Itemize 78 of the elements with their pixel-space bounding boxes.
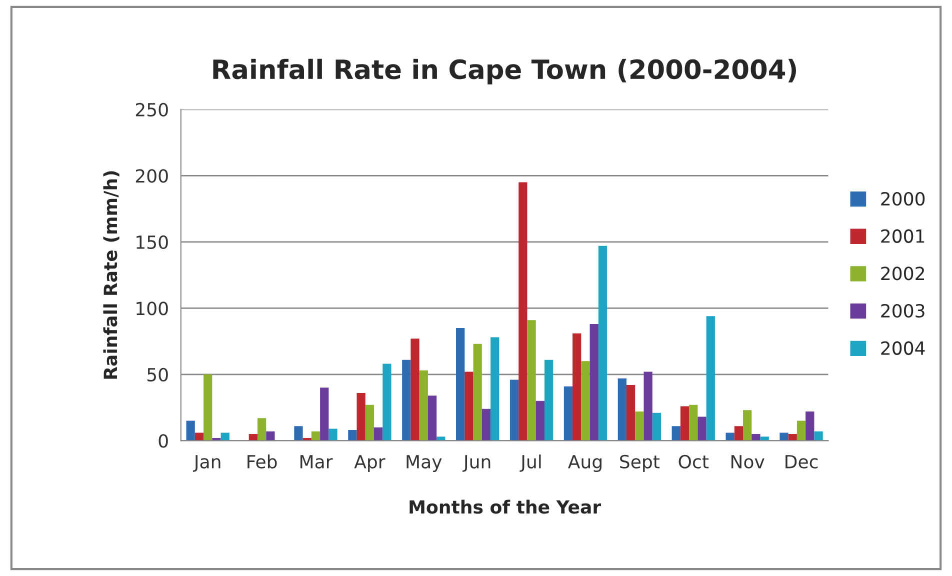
- x-tick-label: Feb: [248, 454, 277, 469]
- bar: [698, 416, 706, 441]
- bar: [536, 400, 544, 441]
- y-tick-label: 150: [136, 235, 168, 250]
- y-tick-label: 100: [136, 302, 168, 316]
- y-tick-label: 250: [136, 102, 168, 117]
- bar: [734, 426, 744, 441]
- bar: [796, 420, 806, 441]
- bar: [204, 374, 212, 441]
- x-tick-label: May: [406, 455, 442, 472]
- bar: [490, 337, 500, 441]
- bar: [473, 344, 482, 441]
- bar: [527, 320, 536, 441]
- y-tick-label: 200: [136, 169, 168, 183]
- x-tick-label: Aug: [568, 455, 602, 472]
- bar: [482, 408, 491, 441]
- x-tick-label: Apr: [354, 455, 386, 472]
- bar: [464, 372, 474, 441]
- bar: [402, 360, 411, 441]
- x-tick-label: Dec: [786, 455, 818, 469]
- bar: [780, 432, 788, 441]
- bar: [806, 411, 814, 441]
- bar: [356, 392, 366, 441]
- legend-label: 2003: [881, 304, 924, 318]
- x-tick-label: Nov: [731, 455, 764, 469]
- y-axis-title: Rainfall Rate (mm/h): [103, 171, 120, 379]
- bar: [194, 432, 204, 441]
- chart-title: Rainfall Rate in Cape Town (2000-2004): [213, 58, 796, 84]
- bar: [644, 372, 652, 441]
- bar: [348, 430, 357, 441]
- x-tick-label: Oct: [678, 454, 709, 469]
- x-tick-label: Sept: [620, 454, 660, 472]
- bar: [410, 338, 420, 441]
- bar: [581, 361, 590, 441]
- x-tick-label: Jan: [193, 455, 220, 472]
- bar: [652, 412, 662, 441]
- bar: [814, 431, 823, 441]
- bar: [689, 404, 698, 441]
- bar: [672, 426, 680, 441]
- bar: [456, 328, 465, 441]
- bar: [328, 428, 338, 441]
- bar: [186, 420, 195, 441]
- bar: [726, 432, 734, 441]
- bar: [572, 333, 582, 441]
- bar: [365, 404, 374, 441]
- bar: [564, 386, 573, 441]
- bar: [428, 396, 437, 441]
- bar: [743, 410, 752, 441]
- bar: [257, 418, 266, 441]
- x-tick-label: Jun: [462, 455, 490, 472]
- bar: [510, 380, 519, 441]
- y-tick-label: 50: [147, 368, 168, 382]
- bar: [374, 427, 383, 441]
- bar: [706, 316, 715, 441]
- legend-label: 2000: [881, 192, 925, 206]
- bar: [544, 360, 554, 441]
- bar: [590, 324, 598, 441]
- legend-label: 2002: [881, 266, 924, 280]
- legend-label: 2001: [881, 229, 924, 243]
- bar: [311, 431, 320, 441]
- bar: [752, 434, 760, 441]
- bar: [518, 182, 528, 441]
- bar: [382, 364, 392, 441]
- bar: [320, 388, 329, 441]
- bar: [419, 370, 428, 441]
- legend-label: 2004: [881, 341, 925, 355]
- x-tick-label: Mar: [300, 455, 333, 469]
- bar: [680, 406, 690, 441]
- bar: [266, 431, 275, 441]
- x-axis-title: Months of the Year: [410, 500, 602, 514]
- bar: [220, 432, 230, 441]
- bar: [635, 411, 644, 441]
- y-tick-label: 0: [158, 434, 168, 448]
- bar: [598, 246, 608, 441]
- bar: [618, 378, 626, 441]
- x-tick-label: Jul: [520, 454, 541, 472]
- bar: [626, 385, 636, 441]
- bar: [294, 426, 303, 441]
